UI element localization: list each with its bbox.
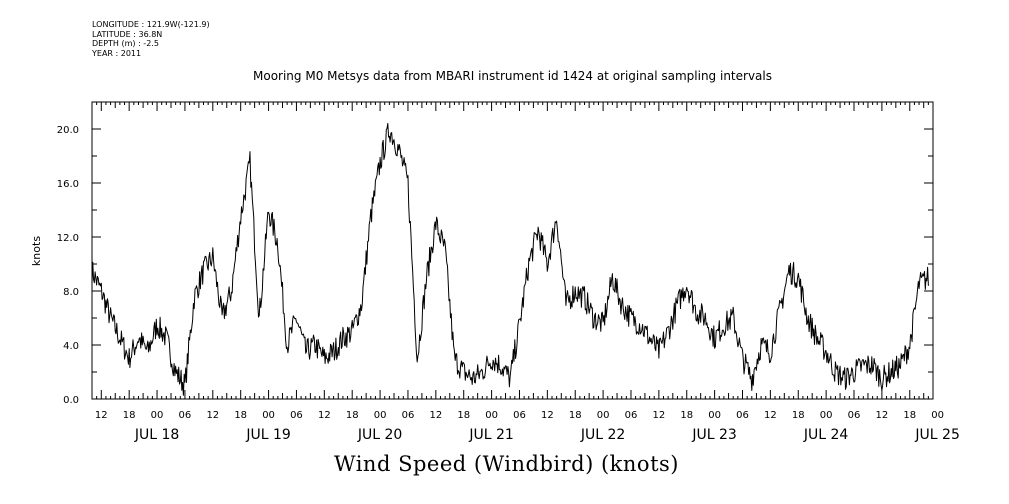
x-day-label: JUL 19 [245, 427, 290, 443]
y-axis-label: knots [30, 236, 43, 266]
x-hour-label: 18 [569, 410, 582, 421]
x-day-label: JUL 22 [580, 427, 625, 443]
x-hour-label: 00 [262, 410, 275, 421]
year-label: YEAR : 2011 [92, 48, 142, 58]
plot-border [91, 101, 934, 400]
y-axis-ticks: 0.0 4.0 8.0 12.0 16.0 20.0 [57, 101, 933, 406]
x-hour-label: 06 [736, 410, 749, 421]
x-hour-label: 06 [513, 410, 526, 421]
x-hour-label: 12 [876, 410, 889, 421]
x-day-label: JUL 18 [134, 427, 179, 443]
chart-title: Mooring M0 Metsys data from MBARI instru… [253, 69, 772, 83]
y-tick-label: 4.0 [63, 341, 79, 352]
x-hour-label: 12 [764, 410, 777, 421]
y-tick-label: 8.0 [63, 287, 79, 298]
y-tick-label: 0.0 [63, 395, 79, 406]
x-hour-label: 12 [318, 410, 331, 421]
x-hour-label: 00 [597, 410, 610, 421]
x-hour-label: 00 [374, 410, 387, 421]
bottom-title-container: Wind Speed (Windbird) (knots) [0, 452, 1009, 476]
wind-speed-line [91, 123, 929, 396]
y-tick-label: 16.0 [57, 179, 79, 190]
x-axis-ticks: 12 18 00 06 12 18 00 06 12 18 00 06 12 18 00 06 12 18 00 06… [91, 102, 960, 443]
x-day-label: JUL 24 [803, 427, 849, 443]
x-day-label: JUL 23 [691, 427, 736, 443]
mooring-metadata: LONGITUDE : 121.9W(-121.9) LATITUDE : 36… [92, 20, 210, 58]
x-day-label: JUL 25 [914, 427, 959, 443]
x-hour-label: 12 [541, 410, 554, 421]
x-hour-label: 18 [234, 410, 247, 421]
x-hour-label: 00 [485, 410, 498, 421]
y-tick-label: 12.0 [57, 233, 79, 244]
x-hour-label: 06 [848, 410, 861, 421]
x-hour-label: 00 [151, 410, 164, 421]
x-hour-label: 06 [179, 410, 192, 421]
x-hour-label: 12 [95, 410, 108, 421]
x-hour-label: 18 [123, 410, 136, 421]
x-hour-label: 06 [625, 410, 638, 421]
x-hour-label: 00 [708, 410, 721, 421]
x-hour-label: 18 [903, 410, 916, 421]
chart-title-container: Mooring M0 Metsys data from MBARI instru… [0, 69, 1009, 83]
plot-frame [91, 101, 934, 400]
x-hour-label: 06 [290, 410, 303, 421]
y-tick-label: 20.0 [57, 125, 79, 136]
latitude-label: LATITUDE : 36.8N [92, 29, 163, 39]
x-hour-label: 12 [652, 410, 665, 421]
x-hour-label: 18 [346, 410, 359, 421]
x-hour-label: 06 [402, 410, 415, 421]
x-hour-label: 18 [680, 410, 693, 421]
x-hour-label: 18 [457, 410, 470, 421]
x-day-label: JUL 20 [357, 427, 402, 443]
variable-title: Wind Speed (Windbird) (knots) [334, 452, 679, 476]
series-group [91, 123, 929, 396]
x-hour-label: 00 [820, 410, 833, 421]
x-hour-label: 12 [429, 410, 442, 421]
x-hour-label: 12 [206, 410, 219, 421]
x-hour-label: 00 [931, 410, 944, 421]
longitude-label: LONGITUDE : 121.9W(-121.9) [92, 20, 210, 29]
x-day-label: JUL 21 [468, 427, 513, 443]
x-hour-label: 18 [792, 410, 805, 421]
depth-label: DEPTH (m) : -2.5 [92, 39, 159, 48]
